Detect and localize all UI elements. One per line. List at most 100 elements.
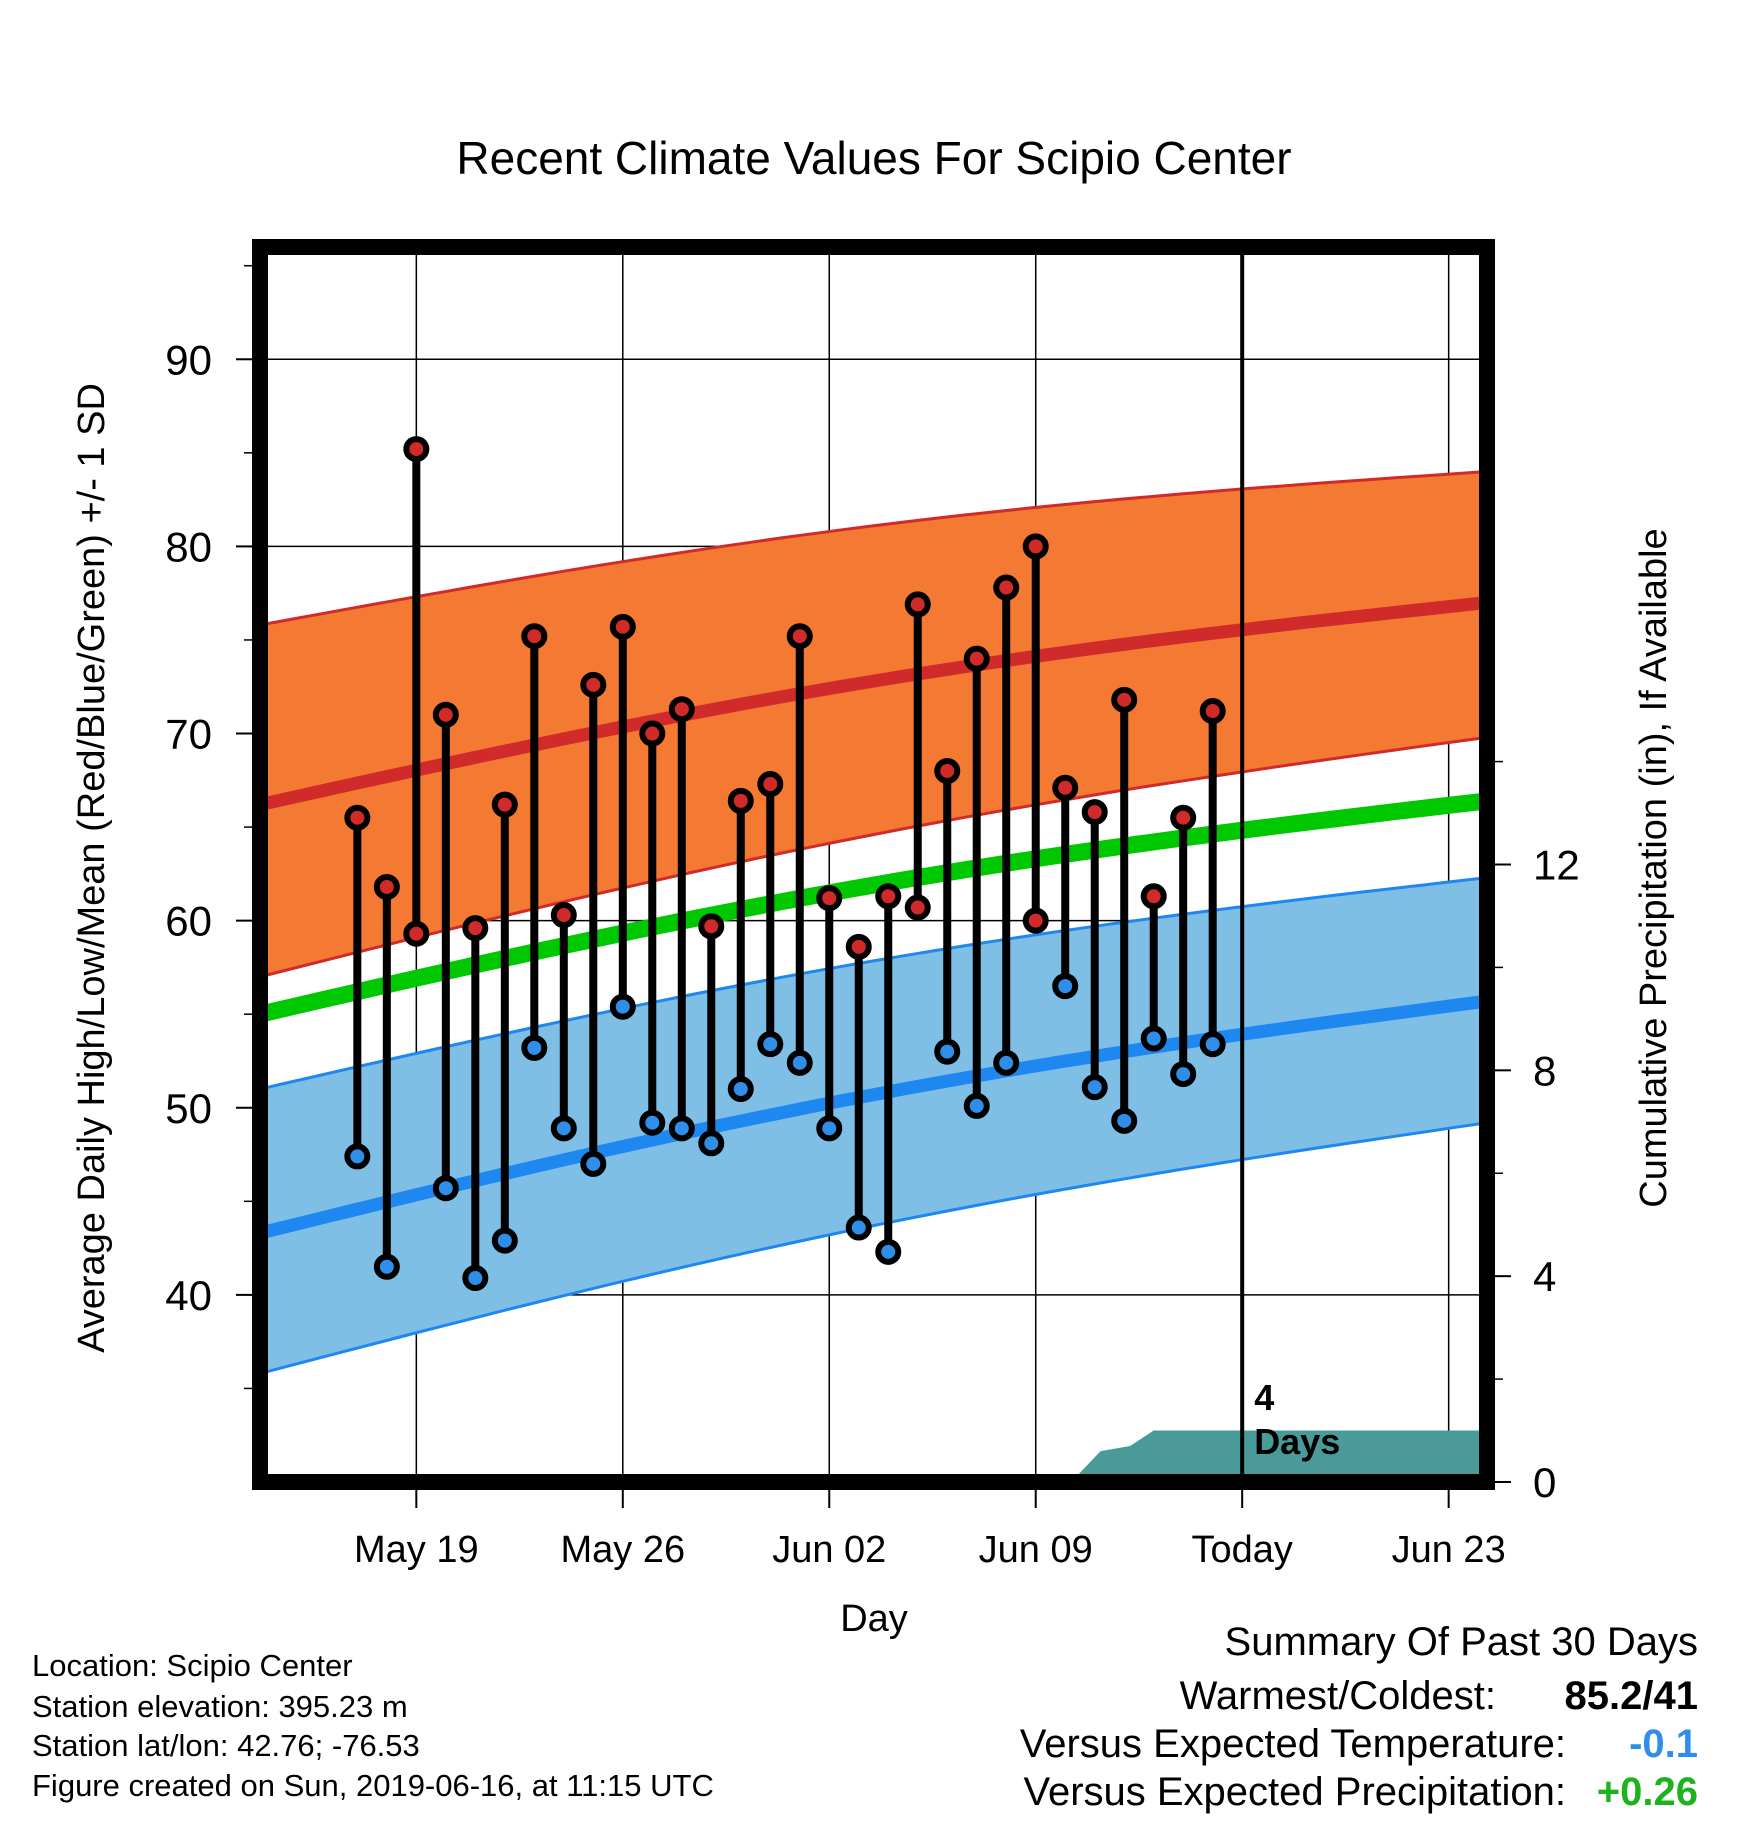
daily-low-point: [639, 1109, 666, 1136]
normal-mean-line: [260, 792, 1487, 1023]
summary-temp-label: Versus Expected Temperature:: [1019, 1722, 1566, 1766]
daily-low-point: [373, 1253, 400, 1280]
daily-high-point: [816, 885, 843, 912]
daily-high-point: [639, 720, 666, 747]
daily-high-point: [580, 671, 607, 698]
y-right-tick-label: 8: [1533, 1047, 1556, 1094]
y-left-tick-label: 60: [165, 898, 212, 945]
summary-precip-label: Versus Expected Precipitation:: [1023, 1770, 1566, 1814]
daily-low-point: [934, 1038, 961, 1065]
x-tick-label: May 19: [354, 1529, 479, 1571]
footer-created: Figure created on Sun, 2019-06-16, at 11…: [32, 1768, 714, 1803]
y-right-tick-label: 12: [1533, 842, 1580, 889]
daily-low-point: [1140, 1025, 1167, 1052]
y-left-tick-label: 40: [165, 1272, 212, 1319]
daily-low-point: [993, 1049, 1020, 1076]
daily-low-point: [344, 1143, 371, 1170]
daily-high-point: [1199, 698, 1226, 725]
daily-high-point: [963, 645, 990, 672]
y-right-tick-label: 0: [1533, 1459, 1556, 1506]
summary-temp-value: -0.1: [1629, 1722, 1698, 1766]
daily-high-point: [904, 591, 931, 618]
daily-low-point: [580, 1150, 607, 1177]
daily-low-point: [1170, 1061, 1197, 1088]
y-left-tick-label: 90: [165, 336, 212, 383]
daily-high-point: [491, 791, 518, 818]
daily-low-point: [845, 1214, 872, 1241]
summary-precip-value: +0.26: [1596, 1770, 1698, 1814]
daily-low-point: [786, 1049, 813, 1076]
y-left-tick-label: 50: [165, 1085, 212, 1132]
daily-high-point: [1111, 686, 1138, 713]
daily-low-point: [757, 1031, 784, 1058]
footer-elevation: Station elevation: 395.23 m: [32, 1689, 408, 1724]
daily-high-point: [403, 436, 430, 463]
daily-low-point: [1052, 973, 1079, 1000]
x-tick-label: Jun 02: [772, 1529, 886, 1571]
plot-frame: [252, 239, 1495, 1490]
daily-high-point: [875, 883, 902, 910]
daily-high-point: [727, 787, 754, 814]
today-label: 4: [1254, 1377, 1274, 1418]
daily-low-point: [1081, 1074, 1108, 1101]
daily-high-point: [609, 613, 636, 640]
x-tick-label: Today: [1191, 1529, 1292, 1571]
precip-area: [1071, 1430, 1487, 1482]
daily-high-point: [550, 902, 577, 929]
daily-low-point: [1199, 1031, 1226, 1058]
today-label: Days: [1254, 1421, 1340, 1462]
daily-low-point: [698, 1130, 725, 1157]
daily-low-point: [816, 1115, 843, 1142]
y-axis-left-label: Average Daily High/Low/Mean (Red/Blue/Gr…: [71, 383, 113, 1353]
footer-location: Location: Scipio Center: [32, 1648, 353, 1683]
daily-high-point: [1140, 883, 1167, 910]
daily-high-point: [373, 873, 400, 900]
daily-low-point: [875, 1238, 902, 1265]
summary-warm-cold-value: 85.2/41: [1564, 1674, 1698, 1718]
daily-high-point: [786, 623, 813, 650]
daily-high-point: [934, 757, 961, 784]
daily-low-point: [462, 1265, 489, 1292]
chart-title: Recent Climate Values For Scipio Center: [456, 132, 1291, 184]
daily-high-point: [668, 696, 695, 723]
daily-high-point: [993, 574, 1020, 601]
daily-high-point: [1081, 799, 1108, 826]
y-axis-right-label: Cumulative Precipitation (in), If Availa…: [1633, 528, 1675, 1207]
daily-high-point: [521, 623, 548, 650]
x-tick-label: May 26: [560, 1529, 685, 1571]
daily-low-point: [1111, 1107, 1138, 1134]
daily-high-point: [1052, 774, 1079, 801]
daily-low-point: [521, 1034, 548, 1061]
daily-high-point: [1022, 533, 1049, 560]
daily-low-point: [491, 1227, 518, 1254]
daily-low-point: [432, 1175, 459, 1202]
daily-high-point: [1170, 804, 1197, 831]
daily-high-point: [462, 915, 489, 942]
daily-high-point: [344, 804, 371, 831]
x-tick-label: Jun 09: [979, 1529, 1093, 1571]
daily-low-point: [550, 1115, 577, 1142]
daily-high-point: [432, 701, 459, 728]
normal-low-mean-line: [260, 994, 1487, 1240]
y-left-tick-label: 70: [165, 711, 212, 758]
daily-low-point: [403, 920, 430, 947]
y-left-tick-label: 80: [165, 523, 212, 570]
normal-high-mean-line: [260, 596, 1487, 811]
x-tick-label: Jun 23: [1392, 1529, 1506, 1571]
daily-low-point: [963, 1092, 990, 1119]
daily-low-point: [609, 993, 636, 1020]
footer-latlon: Station lat/lon: 42.76; -76.53: [32, 1728, 420, 1763]
daily-low-point: [1022, 907, 1049, 934]
daily-low-point: [904, 894, 931, 921]
y-right-tick-label: 4: [1533, 1253, 1556, 1300]
summary-heading: Summary Of Past 30 Days: [1224, 1620, 1698, 1664]
daily-high-point: [698, 913, 725, 940]
daily-high-point: [757, 771, 784, 798]
daily-low-point: [727, 1076, 754, 1103]
daily-high-point: [845, 933, 872, 960]
daily-low-point: [668, 1115, 695, 1142]
summary-warm-cold-label: Warmest/Coldest:: [1179, 1674, 1496, 1718]
x-axis-label: Day: [840, 1598, 908, 1640]
